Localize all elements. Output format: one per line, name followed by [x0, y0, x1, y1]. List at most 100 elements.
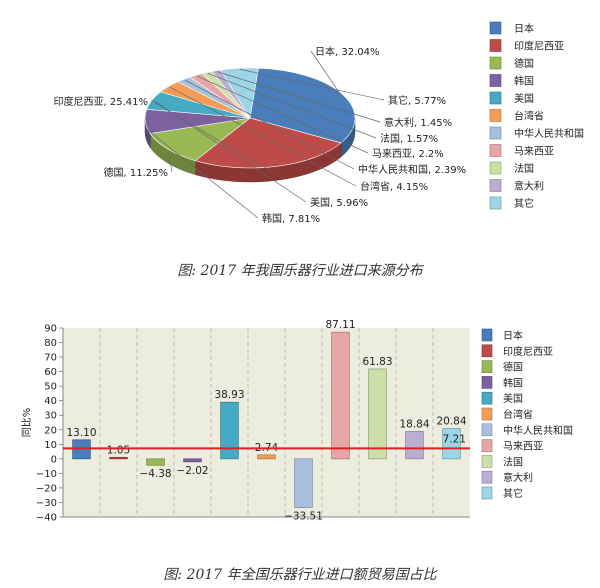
bar-legend-swatch-7: [481, 439, 493, 452]
pie-slice-2: [149, 117, 252, 162]
pie-leader-line-2: [168, 156, 173, 173]
pie-legend-label-5: 台湾省: [514, 110, 544, 123]
y-tick-label: 0: [51, 454, 57, 465]
bar-legend-label-2: 德国: [503, 361, 523, 374]
pie-legend-swatch-6: [489, 126, 502, 140]
bar-legend-label-3: 韩国: [503, 376, 523, 389]
pie-legend-swatch-5: [489, 109, 502, 122]
y-tick-label: 70: [44, 353, 57, 364]
pie-data-label-1: 印度尼西亚, 25.41%: [54, 95, 149, 108]
pie-legend-swatch-8: [489, 161, 502, 175]
pie-legend-swatch-1: [489, 39, 502, 52]
bar-value-label-3: −2.02: [176, 465, 208, 477]
pie-leader-line-5: [169, 86, 357, 187]
bar-legend-label-8: 法国: [503, 455, 523, 468]
pie-legend-swatch-3: [489, 74, 502, 87]
y-tick-label: 20: [44, 425, 57, 436]
y-tick-label: −30: [36, 498, 57, 509]
pie-leader-line-10: [239, 68, 385, 101]
pie-legend-label-7: 马来西亚: [514, 146, 554, 158]
bar-5: [257, 454, 276, 460]
bar-legend-label-1: 印度尼西亚: [503, 345, 553, 358]
bar-legend-label-5: 台湾省: [503, 408, 533, 421]
reference-line-label: 7.21: [443, 433, 466, 445]
bar-legend-label-6: 中华人民共和国: [503, 424, 573, 437]
bar-8: [368, 368, 387, 460]
pie-labels: 日本, 32.04% 印度尼西亚, 25.41% 德国, 11.25% 韩国, 7.8…: [54, 45, 467, 225]
pie-slice-10: [220, 67, 259, 119]
y-tick-label: 90: [44, 324, 57, 335]
bar-legend-swatch-8: [481, 455, 493, 468]
y-tick-label: −10: [36, 469, 57, 480]
bar-caption: 图: 2017 年全国乐器行业进口额贸易国占比: [163, 567, 437, 583]
pie-chart: 日本, 32.04% 印度尼西亚, 25.41% 德国, 11.25% 韩国, 7.8…: [54, 21, 584, 225]
pie-legend-label-9: 意大利: [514, 180, 544, 193]
y-tick-label: 30: [44, 411, 57, 422]
bar-value-label-10: 20.84: [436, 416, 466, 428]
pie-legend-swatch-2: [489, 56, 502, 70]
plot-background: [63, 328, 470, 517]
bar-10: [442, 428, 461, 460]
bar-value-label-9: 18.84: [399, 418, 429, 430]
pie-leader-line-3: [147, 129, 259, 219]
bar-legend-label-10: 其它: [503, 487, 523, 500]
pie-legend-swatch-9: [489, 179, 502, 192]
bar-legend-label-0: 日本: [503, 329, 523, 342]
pie-leader-line-9: [216, 71, 381, 123]
bar-plot-area: −40 −30 −20 −10 0 10 20 30 40 50 60 70 80 90 同比% 13.10 1…: [21, 319, 470, 524]
pie-slice-0: [249, 67, 356, 144]
bar-value-label-6: −33.51: [284, 511, 323, 523]
bar-legend-swatch-0: [481, 328, 493, 342]
pie-data-label-5: 台湾省, 4.15%: [360, 180, 428, 193]
pie-data-label-0: 日本, 32.04%: [315, 45, 380, 58]
pie-slices: [144, 67, 356, 183]
bar-value-label-1: 1.05: [107, 444, 130, 456]
y-tick-label: 60: [44, 367, 57, 378]
pie-legend-label-10: 其它: [514, 197, 534, 210]
pie-legend-label-0: 日本: [514, 22, 534, 35]
y-tick-label: 80: [44, 338, 57, 349]
bar-value-label-2: −4.38: [139, 468, 171, 480]
bar-4: [220, 401, 239, 460]
pie-leader-line-8: [207, 72, 377, 139]
pie-leader-line-0: [310, 50, 342, 96]
bar-legend-swatch-6: [481, 423, 493, 437]
pie-data-label-9: 意大利, 1.45%: [384, 116, 452, 129]
bar-legend-swatch-1: [481, 344, 493, 358]
pie-legend-label-1: 印度尼西亚: [514, 40, 564, 53]
bar-legend-label-9: 意大利: [503, 471, 533, 484]
pie-legend-swatch-10: [489, 196, 502, 210]
pie-data-label-10: 其它, 5.77%: [388, 94, 446, 107]
pie-caption: 图: 2017 年我国乐器行业进口来源分布: [177, 263, 423, 279]
pie-data-label-4: 美国, 5.96%: [310, 196, 368, 209]
y-tick-label: 10: [44, 440, 57, 451]
pie-legend-label-6: 中华人民共和国: [514, 127, 584, 140]
bar-6: [294, 458, 313, 508]
pie-data-label-2: 德国, 11.25%: [104, 166, 169, 179]
pie-slice-1: [194, 117, 342, 169]
bar-value-label-7: 87.11: [325, 319, 355, 331]
y-tick-label: −40: [36, 513, 57, 524]
bar-3: [183, 458, 202, 463]
pie-data-label-8: 法国, 1.57%: [380, 132, 438, 145]
pie-legend-label-3: 韩国: [514, 75, 534, 88]
pie-data-label-7: 马来西亚, 2.2%: [372, 148, 444, 160]
pie-data-label-3: 韩国, 7.81%: [262, 212, 320, 225]
bar-2: [146, 458, 165, 466]
bar-legend-label-7: 马来西亚: [503, 441, 543, 453]
pie-legend-swatch-7: [489, 144, 502, 157]
pie-leader-line-7: [196, 75, 369, 154]
pie-legend-swatch-0: [489, 21, 502, 35]
bar-7: [331, 331, 350, 460]
bar-legend-swatch-3: [481, 376, 493, 389]
pie-leader-line-6: [184, 79, 355, 170]
pie-legend-swatch-4: [489, 91, 502, 105]
bar-legend-swatch-2: [481, 360, 493, 373]
bar-value-label-8: 61.83: [362, 356, 392, 368]
pie-data-label-6: 中华人民共和国, 2.39%: [358, 163, 466, 176]
bar-legend-swatch-10: [481, 486, 493, 500]
bar-legend-swatch-4: [481, 391, 493, 405]
y-axis-label: 同比%: [21, 408, 33, 438]
